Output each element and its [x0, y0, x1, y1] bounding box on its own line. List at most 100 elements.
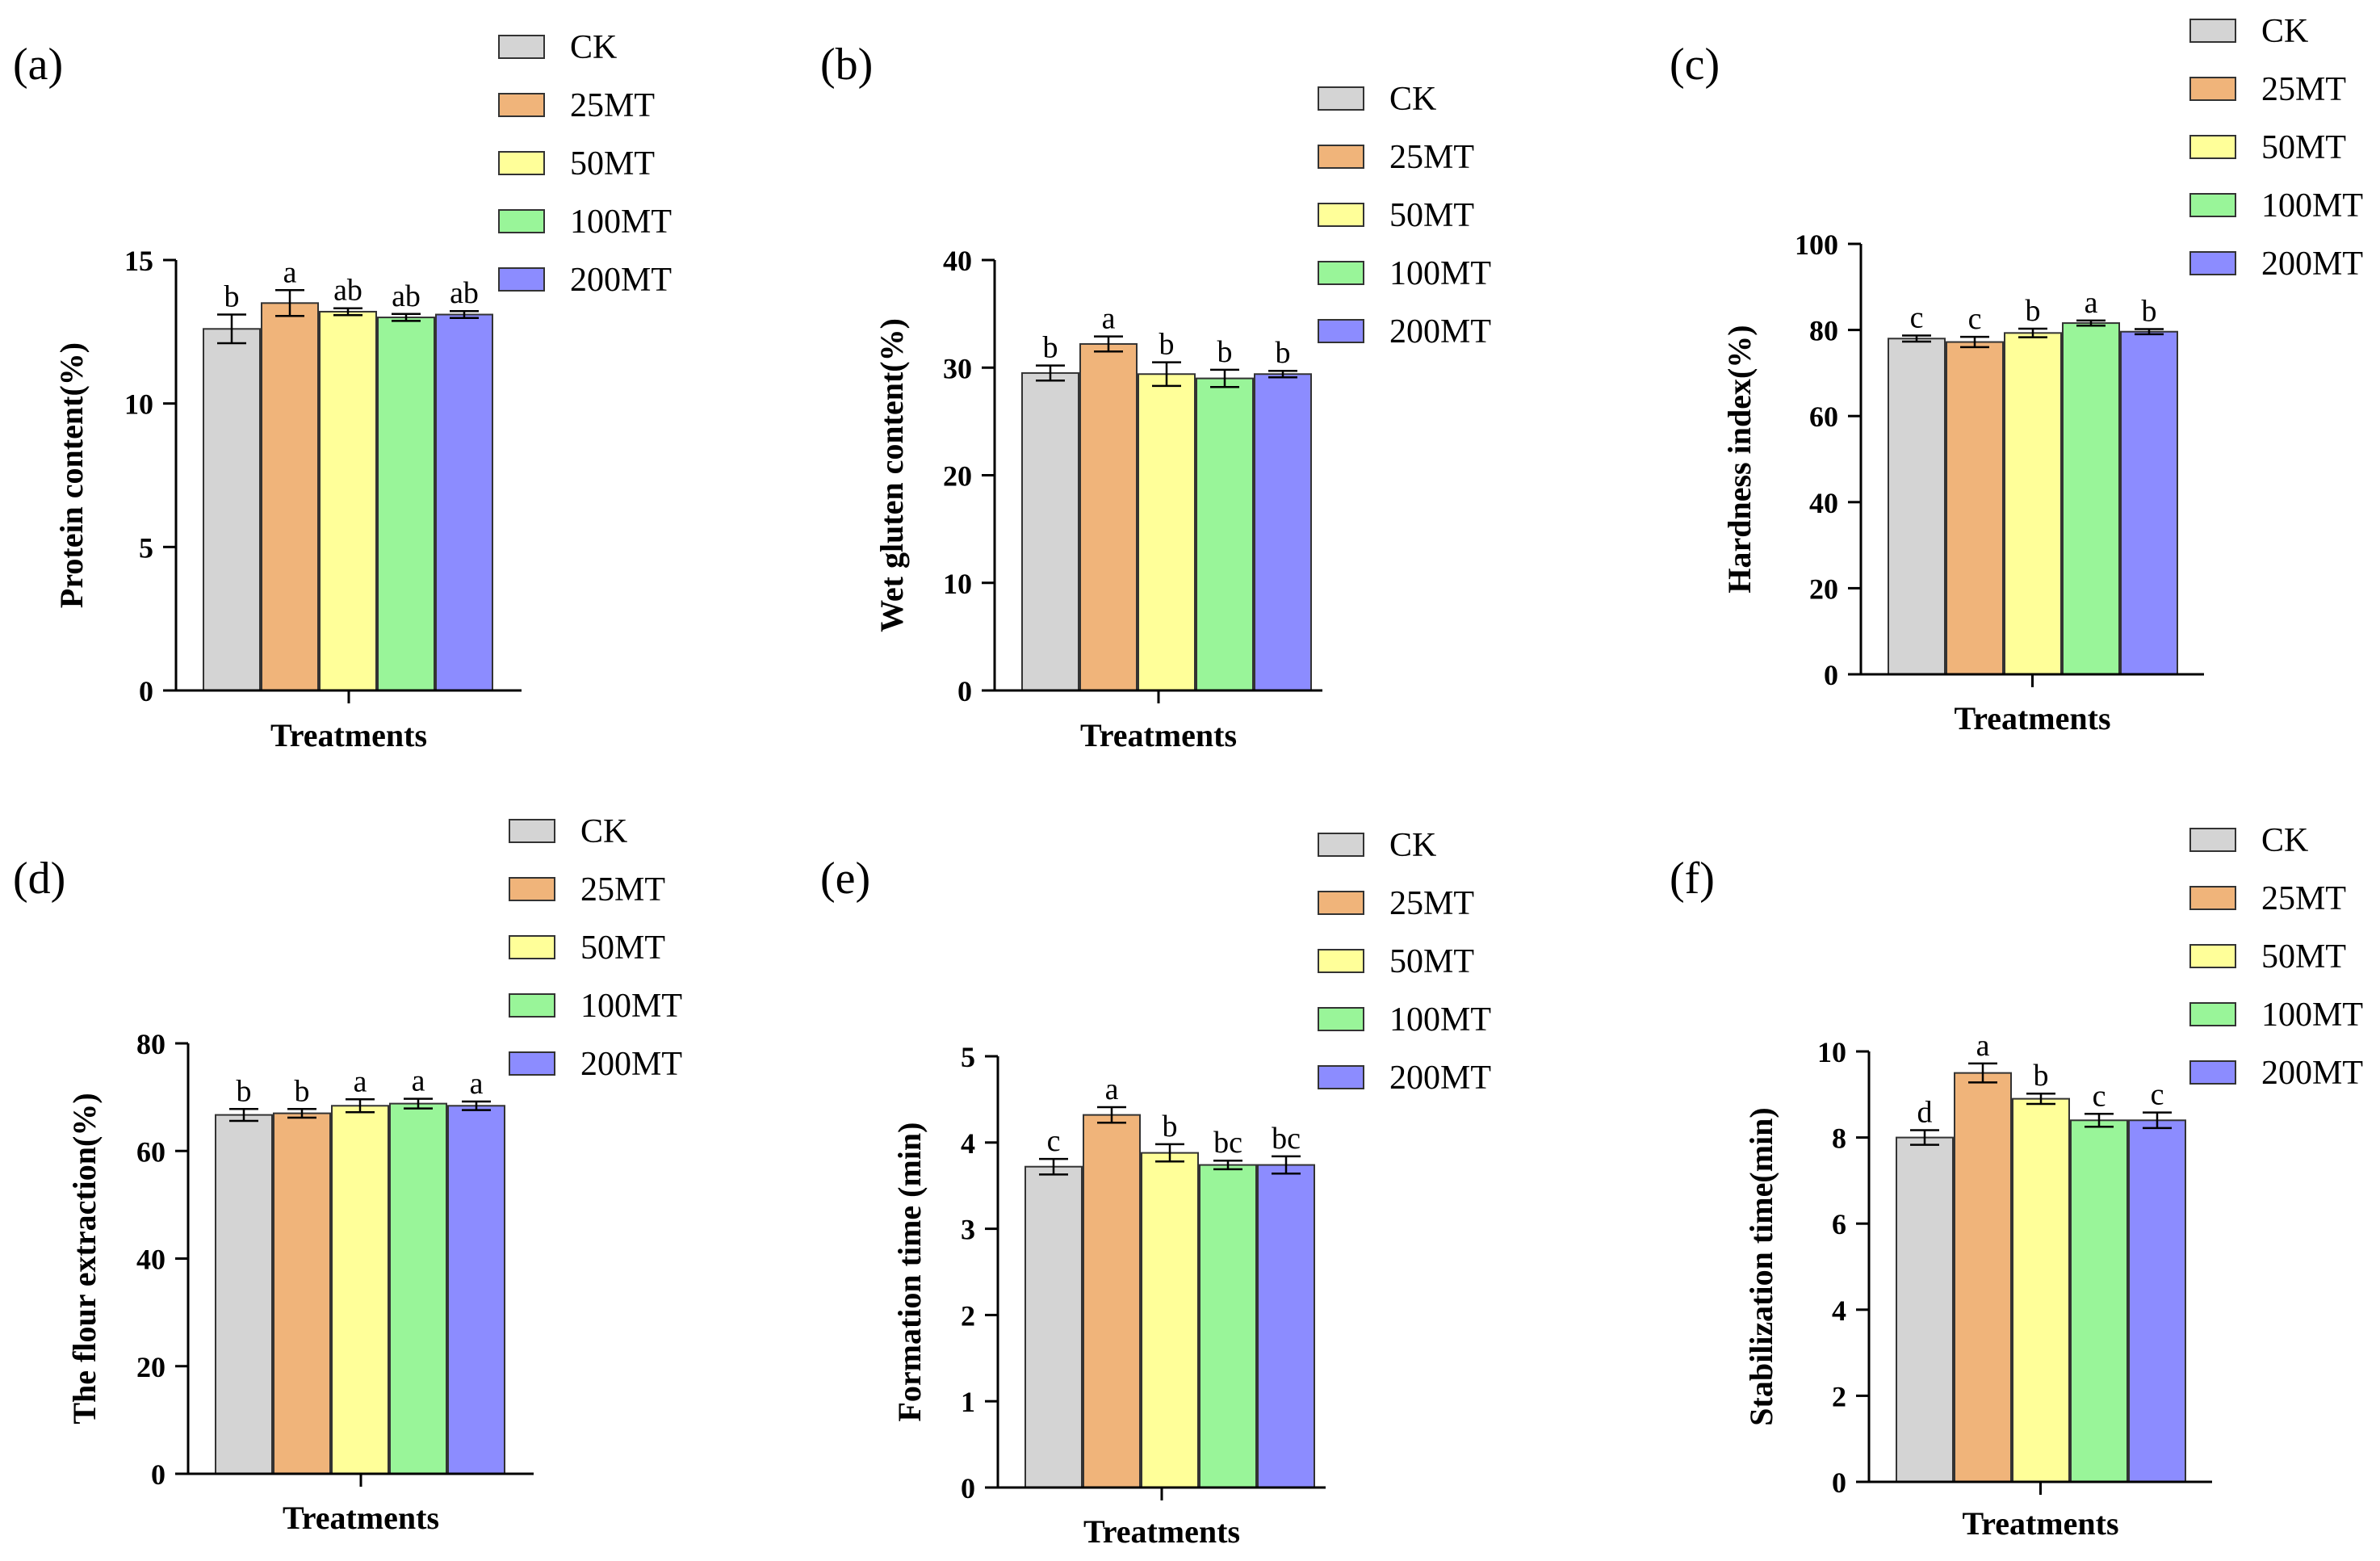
y-tick-label: 40 [136, 1244, 166, 1276]
legend-label: 100MT [1389, 1001, 1491, 1039]
legend-swatch [1318, 319, 1364, 343]
legend-swatch [2189, 193, 2236, 217]
legend-label: 200MT [2261, 1055, 2363, 1092]
legend-swatch [498, 267, 545, 292]
y-tick-label: 0 [151, 1458, 166, 1491]
y-axis-label: The flour extraction(%) [66, 1093, 103, 1424]
legend-label: 50MT [2261, 129, 2346, 166]
legend-swatch [1318, 1065, 1364, 1089]
significance-letter: c [2151, 1078, 2164, 1112]
bar [1021, 371, 1079, 691]
y-tick-label: 60 [1809, 401, 1838, 433]
y-axis-label: Formation time (min) [891, 1122, 928, 1421]
y-tick-label: 0 [961, 1472, 975, 1504]
bar [1024, 1165, 1083, 1488]
bar [377, 317, 435, 691]
legend-label: 50MT [1389, 943, 1474, 980]
x-axis-label: Treatments [283, 1500, 439, 1536]
bar [1946, 341, 2004, 675]
significance-letter: ab [392, 279, 421, 313]
chart-panel-4: (d) CK 25MT 50MT 100MT 200MT b b a a a 0 20 40 60 80 Tre… [13, 813, 682, 1536]
y-tick-label: 80 [136, 1028, 166, 1060]
y-axis-label: Hardness index(%) [1721, 325, 1758, 593]
y-tick-label: 4 [961, 1127, 975, 1160]
legend-label: CK [580, 813, 627, 850]
legend-swatch [1318, 891, 1364, 915]
panel-label: (e) [820, 854, 870, 904]
legend-label: CK [2261, 822, 2308, 859]
bar [1079, 342, 1138, 691]
legend-label: 25MT [2261, 880, 2346, 917]
y-tick-label: 100 [1795, 229, 1838, 261]
bar [1257, 1164, 1315, 1488]
y-tick-label: 6 [1832, 1208, 1846, 1240]
bar [1896, 1136, 1954, 1483]
y-tick-label: 10 [943, 568, 972, 600]
panel-label: (f) [1670, 854, 1715, 904]
bar [215, 1114, 273, 1475]
y-tick-label: 20 [136, 1351, 166, 1383]
bar [447, 1105, 505, 1475]
y-axis-label: Wet gluten content(%) [874, 318, 910, 632]
legend-label: 200MT [1389, 313, 1491, 350]
significance-letter: a [1102, 302, 1116, 336]
bar [2120, 330, 2178, 675]
y-tick-label: 0 [957, 675, 972, 707]
panel-label: (a) [13, 40, 63, 90]
significance-letter: b [237, 1074, 252, 1108]
y-tick-label: 4 [1832, 1295, 1846, 1327]
y-tick-label: 0 [139, 675, 153, 707]
significance-letter: b [1276, 336, 1291, 370]
y-axis-label: Stabilization time(min) [1743, 1107, 1779, 1425]
bar [1196, 377, 1254, 691]
bar [1254, 373, 1312, 691]
chart-panel-2: (b) CK 25MT 50MT 100MT 200MT b a b b b 0 10 20 30 40 Tre… [820, 40, 1491, 753]
bar [203, 328, 261, 691]
y-tick-label: 20 [1809, 573, 1838, 605]
significance-letter: b [2142, 295, 2157, 329]
y-tick-label: 1 [961, 1386, 975, 1418]
significance-letter: b [1217, 335, 1233, 369]
legend-swatch [1318, 949, 1364, 973]
significance-letter: c [2093, 1079, 2106, 1113]
legend-swatch [2189, 944, 2236, 968]
significance-letter: d [1917, 1096, 1933, 1130]
significance-letter: a [283, 255, 297, 289]
legend-swatch [509, 993, 555, 1018]
significance-letter: bc [1213, 1126, 1242, 1160]
bar [435, 313, 493, 691]
chart-panel-5: (e) CK 25MT 50MT 100MT 200MT c a b bc bc 0 1 2 3 4 5 Trea… [820, 827, 1491, 1550]
significance-letter: c [1910, 301, 1924, 335]
legend-swatch [509, 819, 555, 843]
legend-label: CK [1389, 827, 1436, 864]
significance-letter: bc [1272, 1122, 1301, 1156]
legend-label: CK [1389, 81, 1436, 118]
significance-letter: a [1976, 1029, 1990, 1063]
y-tick-label: 0 [1824, 659, 1838, 691]
significance-letter: ab [333, 274, 362, 308]
legend-swatch [509, 935, 555, 959]
y-tick-label: 20 [943, 460, 972, 493]
bar [1083, 1114, 1141, 1489]
y-tick-label: 10 [124, 388, 153, 421]
significance-letter: c [1047, 1124, 1061, 1158]
legend-label: 200MT [1389, 1060, 1491, 1097]
bar [1141, 1152, 1199, 1488]
significance-letter: a [1105, 1072, 1119, 1106]
y-tick-label: 5 [139, 531, 153, 564]
bar [1954, 1072, 2012, 1483]
legend-swatch [2189, 19, 2236, 43]
significance-letter: b [2026, 294, 2041, 328]
chart-panel-3: (c) CK 25MT 50MT 100MT 200MT c c b a b 0 20 40 60 80 100… [1670, 13, 2363, 736]
bar [2004, 332, 2062, 675]
y-tick-label: 5 [961, 1041, 975, 1073]
legend-label: 50MT [1389, 197, 1474, 234]
legend-label: 100MT [2261, 187, 2363, 224]
legend-label: 100MT [1389, 255, 1491, 292]
legend-swatch [2189, 828, 2236, 852]
legend-label: 25MT [1389, 885, 1474, 922]
significance-letter: b [1163, 1110, 1178, 1143]
legend-label: 100MT [2261, 997, 2363, 1034]
